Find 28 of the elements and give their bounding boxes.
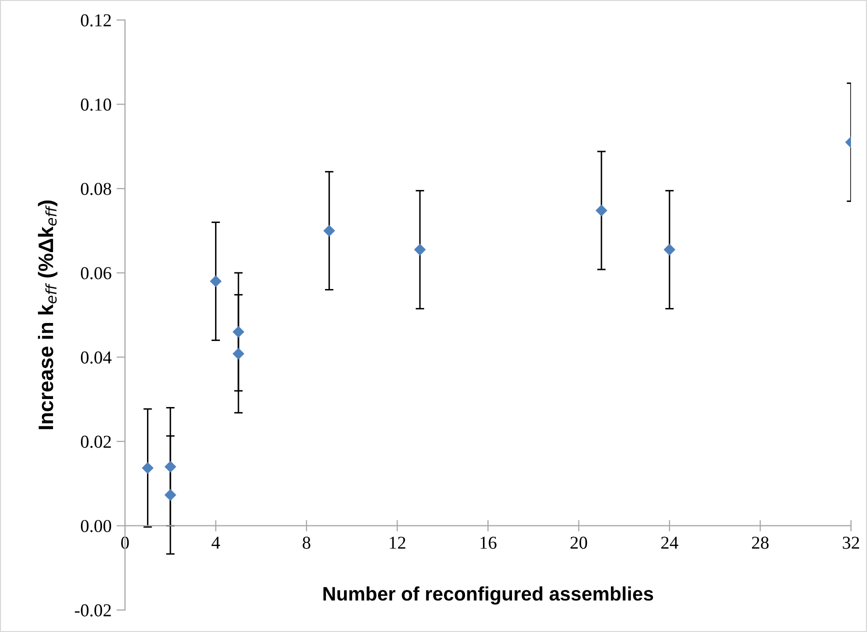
y-tick-label: -0.02 (74, 604, 111, 617)
y-tick-label: 0.00 (80, 520, 112, 532)
x-tick-label: 12 (390, 536, 406, 549)
point (142, 462, 154, 474)
point (596, 204, 608, 216)
point (664, 244, 676, 256)
x-tick-label: 8 (302, 536, 310, 549)
y-tick-label: 0.02 (80, 436, 111, 448)
x-tick-label: 28 (752, 536, 769, 549)
y-tick-label: 0.12 (80, 14, 111, 27)
y-tick-label: 0.08 (80, 182, 112, 196)
point (414, 244, 426, 256)
point (164, 489, 176, 501)
point (232, 348, 244, 360)
y-tick-label: 0.10 (80, 98, 112, 111)
x-tick-label: 24 (661, 536, 678, 549)
y-tick-label: 0.04 (80, 351, 112, 364)
point (210, 276, 222, 287)
point (324, 225, 335, 236)
y-tick-label: 0.06 (80, 267, 112, 280)
y-axis-title: Increase in k$_{eff}$ (%Δk$_{eff}$) (38, 200, 58, 430)
x-tick-label: 4 (212, 536, 220, 549)
x-tick-label: 16 (480, 536, 496, 549)
point (232, 326, 244, 338)
x-tick-label: 20 (570, 536, 588, 549)
point (164, 461, 176, 472)
x-tick-label: 32 (842, 536, 860, 549)
x-axis-title: Number of reconfigured assemblies (323, 586, 654, 605)
